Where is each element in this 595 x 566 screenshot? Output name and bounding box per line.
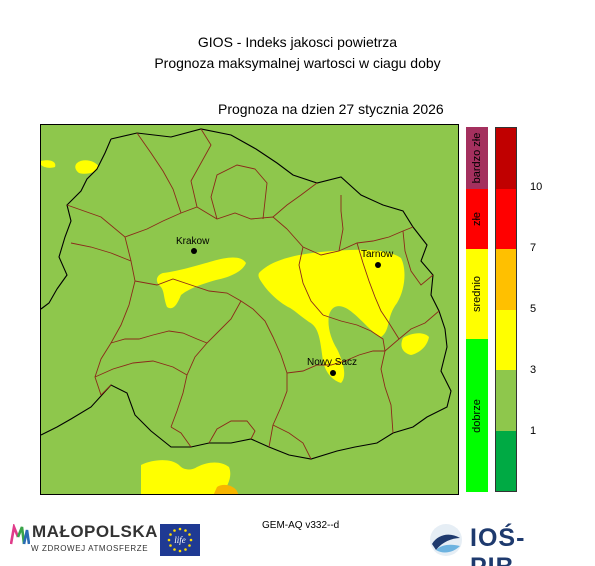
category-good: dobrze bbox=[466, 339, 488, 492]
moderate-zone-nw2 bbox=[75, 160, 99, 174]
ios-pib-logo: IOŚ-PIB bbox=[428, 520, 568, 566]
moderate-zone-south bbox=[141, 460, 231, 494]
moderate-zone-east bbox=[401, 333, 429, 355]
malopolska-slogan: W ZDROWEJ ATMOSFERZE bbox=[31, 544, 149, 553]
moderate-zone-krakow bbox=[156, 257, 246, 309]
ios-pib-name: IOŚ-PIB bbox=[470, 524, 526, 566]
moderate-zone-nw bbox=[41, 160, 56, 168]
model-version: GEM-AQ v332--d bbox=[262, 520, 340, 531]
forecast-date: Prognoza na dzien 27 stycznia 2026 bbox=[218, 101, 444, 117]
scale-tick-5: 5 bbox=[530, 303, 537, 315]
city-dot-nowy-sacz bbox=[330, 370, 336, 376]
category-very-bad: bardzo złe bbox=[466, 127, 488, 189]
city-label-krakow: Krakow bbox=[176, 236, 210, 247]
scale-seg-1 bbox=[496, 128, 516, 189]
chart-subtitle: Prognoza maksymalnej wartosci w ciagu do… bbox=[154, 55, 441, 71]
malopolska-mark-icon bbox=[10, 524, 30, 545]
chart-title: GIOS - Indeks jakosci powietrza bbox=[197, 34, 398, 50]
scale-seg-4 bbox=[496, 310, 516, 370]
category-very-bad-label: bardzo złe bbox=[471, 132, 483, 184]
category-bad: złe bbox=[466, 189, 488, 249]
eu-life-logo: life bbox=[160, 524, 200, 556]
poor-zone-south bbox=[213, 484, 239, 494]
eu-stars-icon: life bbox=[167, 527, 193, 553]
scale-tick-3: 3 bbox=[530, 364, 537, 376]
scale-seg-3 bbox=[496, 249, 516, 310]
scale-seg-6 bbox=[496, 431, 516, 491]
scale-tick-7: 7 bbox=[530, 242, 537, 254]
scale-tick-10: 10 bbox=[530, 181, 543, 193]
malopolska-name: MAŁOPOLSKA bbox=[32, 522, 158, 541]
category-moderate: srednio bbox=[466, 249, 488, 339]
moderate-zone-central bbox=[258, 249, 405, 383]
city-label-nowy-sacz: Nowy Sacz bbox=[307, 357, 358, 368]
category-legend: bardzo złe złe srednio dobrze bbox=[466, 127, 488, 492]
malopolska-logo: MAŁOPOLSKA W ZDROWEJ ATMOSFERZE bbox=[10, 522, 157, 562]
scale-seg-2 bbox=[496, 189, 516, 249]
category-moderate-label: srednio bbox=[471, 275, 483, 313]
city-label-tarnow: Tarnow bbox=[361, 249, 394, 260]
ios-pib-mark-icon bbox=[430, 524, 462, 556]
district-borders bbox=[66, 128, 440, 460]
map-svg bbox=[41, 125, 458, 494]
eu-logo-text: life bbox=[174, 535, 186, 545]
scale-tick-1: 1 bbox=[530, 425, 537, 437]
value-scale bbox=[495, 127, 517, 492]
moderate-zone-sw bbox=[154, 491, 175, 494]
scale-seg-5 bbox=[496, 370, 516, 431]
city-dot-tarnow bbox=[375, 262, 381, 268]
air-quality-map: Krakow Tarnow Nowy Sacz bbox=[40, 124, 459, 495]
category-good-label: dobrze bbox=[471, 398, 483, 433]
city-dot-krakow bbox=[191, 248, 197, 254]
category-bad-label: złe bbox=[471, 211, 483, 227]
